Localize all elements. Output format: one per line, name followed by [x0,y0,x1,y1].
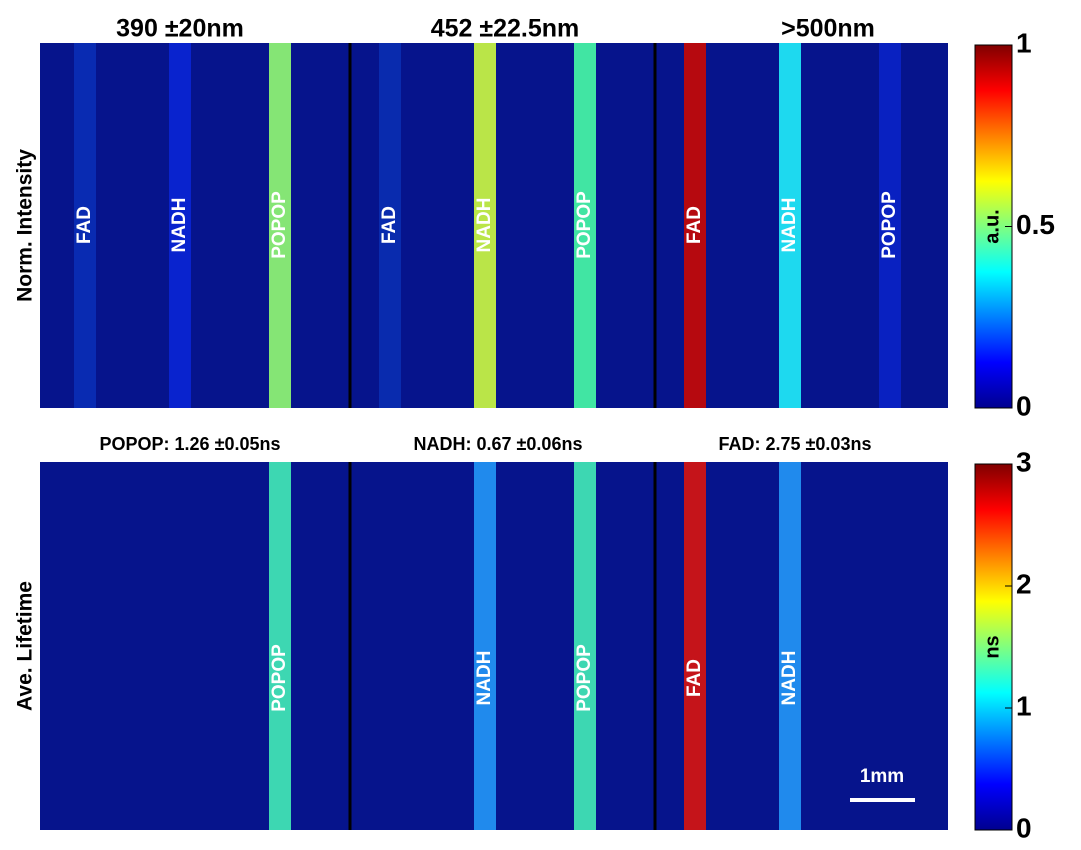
stripe-label: FAD [684,206,705,244]
stripe-label: FAD [684,659,705,697]
colorbar-label: a.u. [981,209,1003,243]
panel-heading: POPOP: 1.26 ±0.05ns [100,434,281,454]
colorbar-tick-label: 3 [1016,446,1032,477]
stripe-label: NADH [779,651,800,706]
y-axis-label: Ave. Lifetime [14,581,37,711]
stripe-label: NADH [779,198,800,253]
panel-heading: FAD: 2.75 ±0.03ns [719,434,872,454]
colorbar-label: ns [981,635,1003,658]
stripe-label: FAD [379,206,400,244]
stripe [684,462,706,830]
stripe-label: FAD [74,206,95,244]
stripe-label: POPOP [879,191,900,259]
stripe-label: NADH [474,651,495,706]
scale-bar-label: 1mm [860,766,904,787]
stripe [474,462,496,830]
panel-heading: NADH: 0.67 ±0.06ns [414,434,583,454]
colorbar-tick-label: 0 [1016,812,1032,843]
panel-heading: 390 ±20nm [116,15,244,43]
stripe-label: POPOP [269,191,290,259]
panel-heading: 452 ±22.5nm [431,15,580,43]
colorbar-tick-label: 2 [1016,568,1032,599]
y-axis-label: Norm. Intensity [14,149,37,302]
colorbar-tick-label: 1 [1016,690,1032,721]
colorbar-tick-label: 0.5 [1016,209,1055,240]
stripe-label: NADH [169,198,190,253]
figure: FAD NADH POPOP FAD NADH POPOP FAD NADH POPOP 390 … [0,0,1081,850]
stripe-label: POPOP [574,644,595,712]
colorbar-tick-label: 1 [1016,27,1032,58]
stripe [779,462,801,830]
stripe-label: POPOP [269,644,290,712]
stripe-label: NADH [474,198,495,253]
colorbar-tick-label: 0 [1016,390,1032,421]
stripe-label: POPOP [574,191,595,259]
panel-heading: >500nm [781,15,875,43]
